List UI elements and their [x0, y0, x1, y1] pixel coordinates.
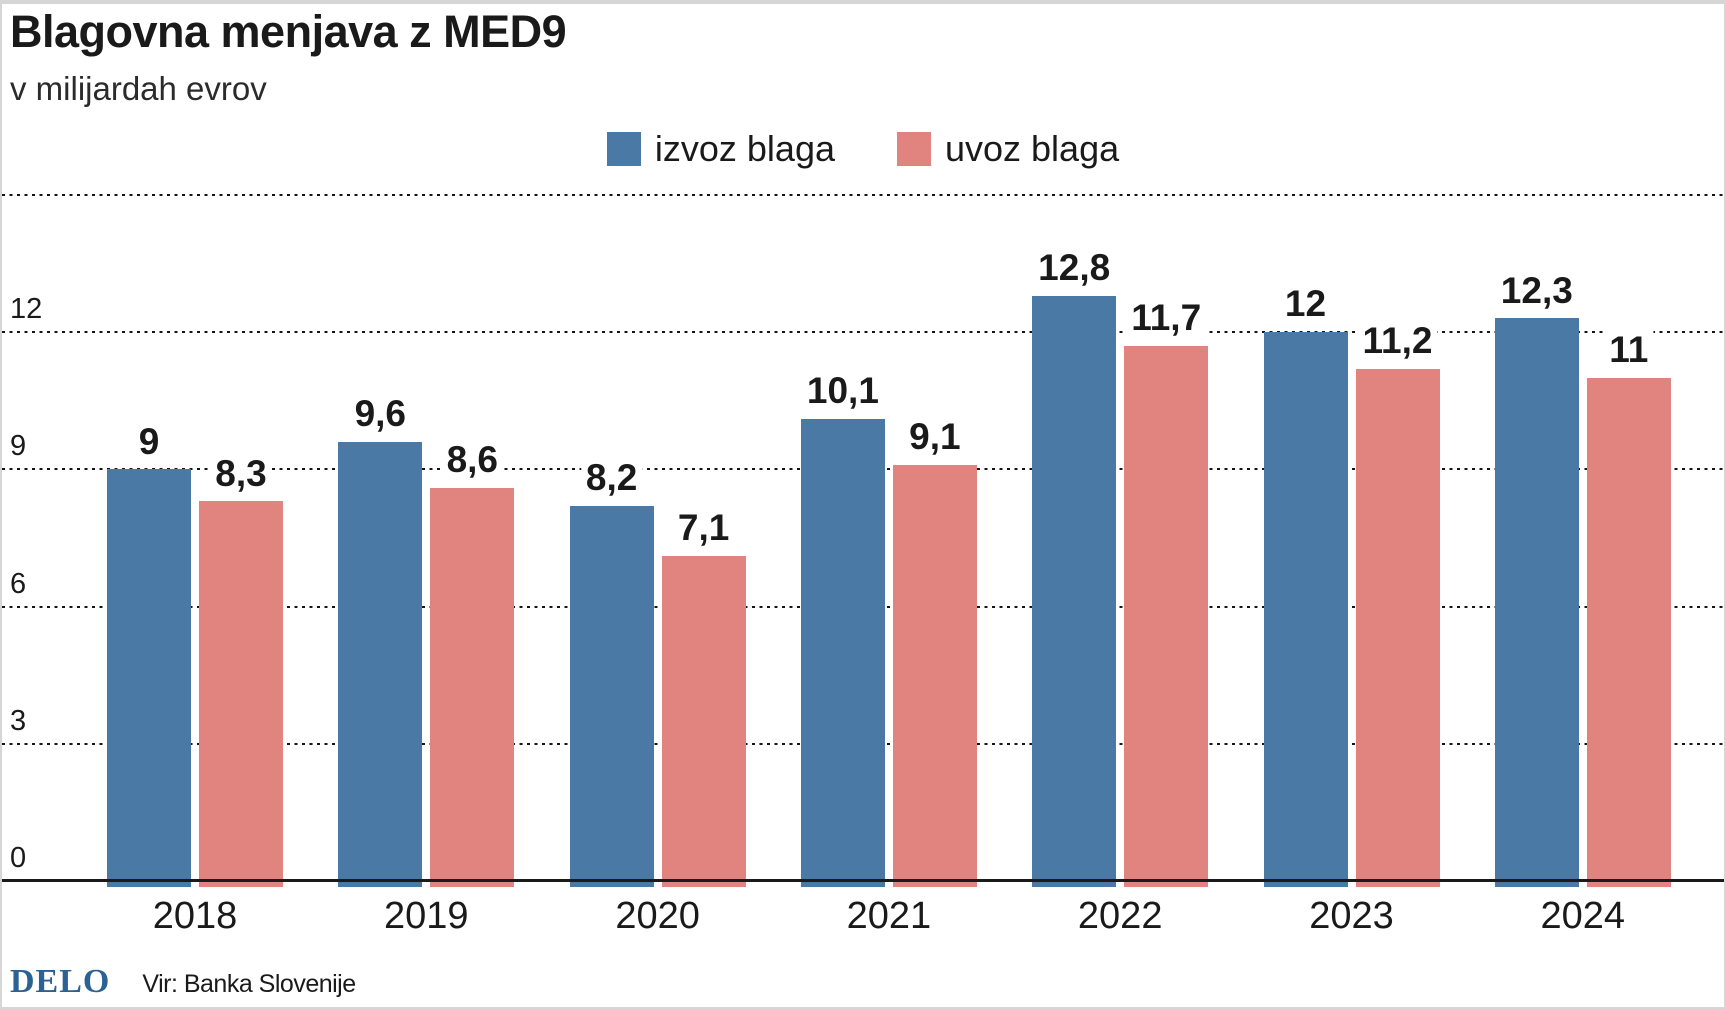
- bar-izvoz-2020: [569, 506, 654, 887]
- x-axis-baseline: [2, 879, 1724, 882]
- bar-uvoz-2018: [199, 501, 283, 887]
- value-label-uvoz-2022: 11,7: [1126, 298, 1207, 338]
- value-label-izvoz-2020: 8,2: [580, 458, 643, 498]
- value-label-izvoz-2023: 12: [1279, 285, 1332, 325]
- value-label-uvoz-2018: 8,3: [210, 454, 272, 494]
- bar-uvoz-2021: [892, 464, 977, 887]
- chart-subtitle: v milijardah evrov: [10, 70, 267, 107]
- bar-izvoz-2022: [1032, 295, 1117, 887]
- source-text: Vir: Banka Slovenije: [142, 970, 356, 998]
- legend-label-izvoz: izvoz blaga: [654, 128, 835, 169]
- bar-uvoz-2024: [1586, 377, 1671, 887]
- bar-izvoz-2024: [1494, 318, 1579, 887]
- y-tick-label-9: 9: [10, 430, 27, 463]
- x-axis-label-2020: 2020: [615, 895, 700, 937]
- value-label-uvoz-2021: 9,1: [904, 417, 966, 457]
- x-axis-label-2023: 2023: [1309, 895, 1394, 937]
- legend-label-uvoz: uvoz blaga: [944, 128, 1120, 169]
- value-label-izvoz-2021: 10,1: [801, 371, 884, 412]
- value-label-izvoz-2019: 9,6: [349, 394, 412, 434]
- y-tick-label-0: 0: [10, 842, 27, 874]
- bar-uvoz-2020: [661, 556, 746, 887]
- value-label-izvoz-2024: 12,3: [1495, 271, 1578, 311]
- y-tick-label-12: 12: [10, 293, 43, 326]
- bar-uvoz-2023: [1355, 368, 1440, 887]
- bar-izvoz-2018: [107, 469, 191, 887]
- value-label-uvoz-2019: 8,6: [441, 440, 504, 480]
- legend-item-uvoz: uvoz blaga: [896, 128, 1120, 170]
- plot-area: 0 3 6 9 12 9 8,3 2018 9,6 8,6 2019 8,2 7,1 2020 10,1 9,…: [2, 194, 1724, 937]
- delo-logo: DELO: [10, 963, 111, 1000]
- bar-izvoz-2021: [800, 419, 885, 887]
- gridline-15: [2, 194, 1724, 196]
- x-axis-label-2021: 2021: [846, 895, 932, 937]
- y-tick-label-6: 6: [10, 567, 27, 600]
- gridline-12: [2, 331, 1724, 334]
- x-axis-label-2022: 2022: [1077, 895, 1163, 937]
- x-axis-label-2024: 2024: [1540, 895, 1626, 937]
- value-label-izvoz-2018: 9: [133, 422, 165, 462]
- izvoz-swatch-icon: [606, 132, 641, 166]
- legend-item-izvoz: izvoz blaga: [606, 128, 835, 170]
- bar-izvoz-2023: [1263, 332, 1348, 887]
- value-label-uvoz-2024: 11: [1604, 330, 1654, 370]
- value-label-uvoz-2020: 7,1: [672, 509, 735, 549]
- uvoz-swatch-icon: [896, 132, 931, 166]
- x-axis-label-2018: 2018: [152, 895, 238, 937]
- legend: izvoz blaga uvoz blaga: [2, 128, 1724, 170]
- y-tick-label-3: 3: [10, 704, 27, 737]
- value-label-izvoz-2022: 12,8: [1033, 248, 1116, 288]
- footer: DELO Vir: Banka Slovenije: [10, 963, 356, 1001]
- bar-izvoz-2019: [338, 441, 423, 887]
- chart-title: Blagovna menjava z MED9: [10, 6, 567, 57]
- x-axis-label-2019: 2019: [384, 895, 469, 937]
- bar-uvoz-2022: [1124, 345, 1209, 887]
- value-label-uvoz-2023: 11,2: [1357, 321, 1438, 361]
- bar-uvoz-2019: [430, 487, 515, 887]
